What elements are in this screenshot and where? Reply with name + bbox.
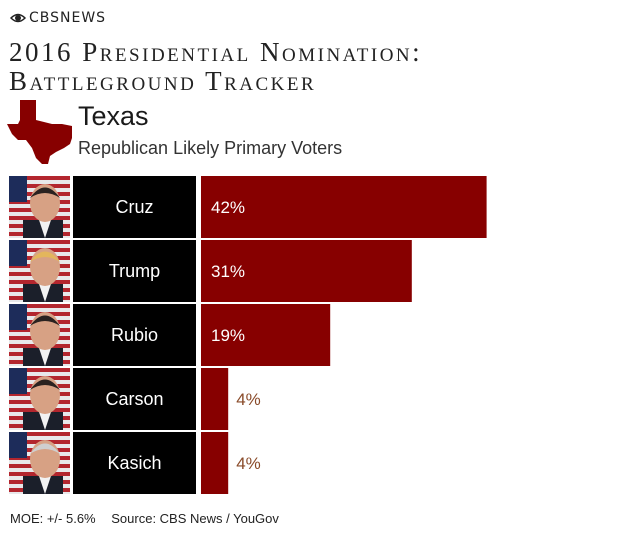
- logo-text: CBSNEWS: [29, 10, 107, 26]
- title-line-2: Battleground Tracker: [9, 66, 317, 96]
- bar-cruz: [201, 176, 487, 238]
- label-box-cruz: [73, 176, 196, 238]
- chart-footer: MOE: +/- 5.6% Source: CBS News / YouGov: [10, 511, 291, 526]
- label-box-kasich: [73, 432, 196, 494]
- photo-hair-trump: [30, 251, 60, 262]
- photo-hair-rubio: [30, 315, 60, 326]
- bar-carson: [201, 368, 229, 430]
- photo-flag-canton-kasich: [9, 432, 27, 458]
- page-title: 2016 Presidential Nomination: Battlegrou…: [9, 38, 422, 96]
- title-line-1: 2016 Presidential Nomination:: [9, 37, 423, 67]
- cbs-news-logo: CBSNEWS: [10, 9, 106, 27]
- data-label-carson: 4%: [236, 390, 261, 409]
- photo-shirt-cruz: [39, 220, 51, 238]
- photo-flag-canton-rubio: [9, 304, 27, 330]
- photo-shirt-kasich: [39, 476, 51, 494]
- texas-state-icon: [7, 100, 72, 164]
- label-box-carson: [73, 368, 196, 430]
- data-label-trump: 31%: [211, 262, 245, 281]
- category-label-trump: Trump: [109, 261, 160, 281]
- photo-flag-canton-carson: [9, 368, 27, 394]
- bar-rubio: [201, 304, 331, 366]
- category-label-carson: Carson: [105, 389, 163, 409]
- photo-flag-canton-trump: [9, 240, 27, 266]
- photo-hair-cruz: [30, 187, 60, 198]
- chart-subtitle: Republican Likely Primary Voters: [78, 138, 343, 158]
- label-box-trump: [73, 240, 196, 302]
- category-label-rubio: Rubio: [111, 325, 158, 345]
- label-box-rubio: [73, 304, 196, 366]
- photo-shirt-rubio: [39, 348, 51, 366]
- photo-shirt-carson: [39, 412, 51, 430]
- data-label-kasich: 4%: [236, 454, 261, 473]
- photo-flag-canton-cruz: [9, 176, 27, 202]
- state-name: Texas: [78, 101, 149, 131]
- source-note: Source: CBS News / YouGov: [111, 511, 279, 526]
- photo-shirt-trump: [39, 284, 51, 302]
- photo-hair-carson: [30, 379, 60, 390]
- data-label-rubio: 19%: [211, 326, 245, 345]
- data-label-cruz: 42%: [211, 198, 245, 217]
- cbs-eye-icon: [10, 13, 26, 23]
- bar-trump: [201, 240, 412, 302]
- category-label-cruz: Cruz: [115, 197, 153, 217]
- photo-hair-kasich: [30, 443, 60, 454]
- bar-kasich: [201, 432, 229, 494]
- category-label-kasich: Kasich: [107, 453, 161, 473]
- moe-note: MOE: +/- 5.6%: [10, 511, 96, 526]
